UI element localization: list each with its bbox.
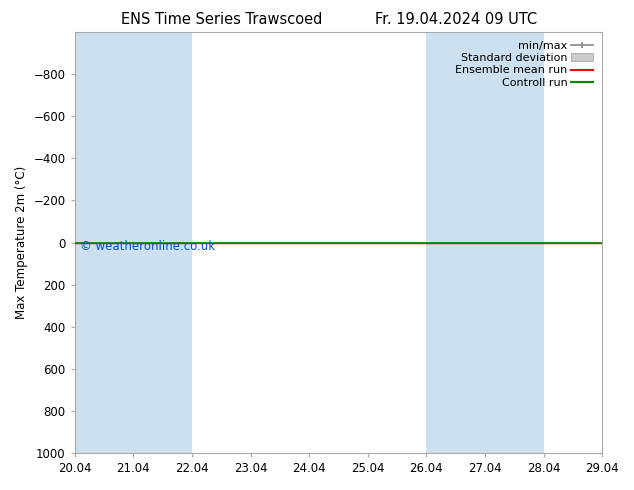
Bar [485, 32, 543, 453]
Text: Fr. 19.04.2024 09 UTC: Fr. 19.04.2024 09 UTC [375, 12, 538, 27]
Legend: min/max, Standard deviation, Ensemble mean run, Controll run: min/max, Standard deviation, Ensemble me… [452, 38, 597, 91]
Y-axis label: Max Temperature 2m (°C): Max Temperature 2m (°C) [15, 166, 28, 319]
Bar [426, 32, 485, 453]
Bar [75, 32, 133, 453]
Text: ENS Time Series Trawscoed: ENS Time Series Trawscoed [121, 12, 323, 27]
Bar [133, 32, 192, 453]
Text: © weatheronline.co.uk: © weatheronline.co.uk [80, 241, 215, 253]
